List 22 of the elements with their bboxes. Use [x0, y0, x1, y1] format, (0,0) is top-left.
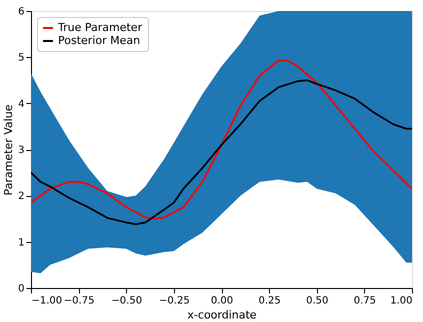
- x-tick-label: 0.50: [306, 296, 328, 306]
- y-tick-label: 6: [18, 6, 24, 18]
- legend-label: True Parameter: [57, 21, 143, 34]
- x-tick-label: 1.00: [390, 296, 412, 306]
- x-tick-label: 0.75: [354, 296, 376, 306]
- y-tick-label: 5: [18, 52, 24, 64]
- y-tick-label: 4: [18, 98, 24, 110]
- y-tick-label: 1: [18, 237, 24, 248]
- x-tick-label: 0.00: [210, 296, 234, 306]
- line-series: [31, 79, 412, 226]
- x-tick-label: −0.25: [159, 296, 190, 306]
- x-tick-label: −0.50: [111, 296, 142, 306]
- y-axis-title: Parameter Value: [2, 104, 16, 196]
- y-tick-label: 2: [18, 191, 24, 202]
- x-tick-label: 0.25: [258, 296, 281, 306]
- y-tick-label: 0: [18, 284, 24, 294]
- y-tick-label: 3: [18, 145, 24, 156]
- x-axis-title: x-coordinate: [187, 308, 257, 322]
- line-series: [31, 60, 412, 220]
- x-tick-label: −0.75: [64, 296, 94, 306]
- x-tick-label: −1.00: [32, 296, 62, 306]
- legend-label: Posterior Mean: [58, 34, 140, 47]
